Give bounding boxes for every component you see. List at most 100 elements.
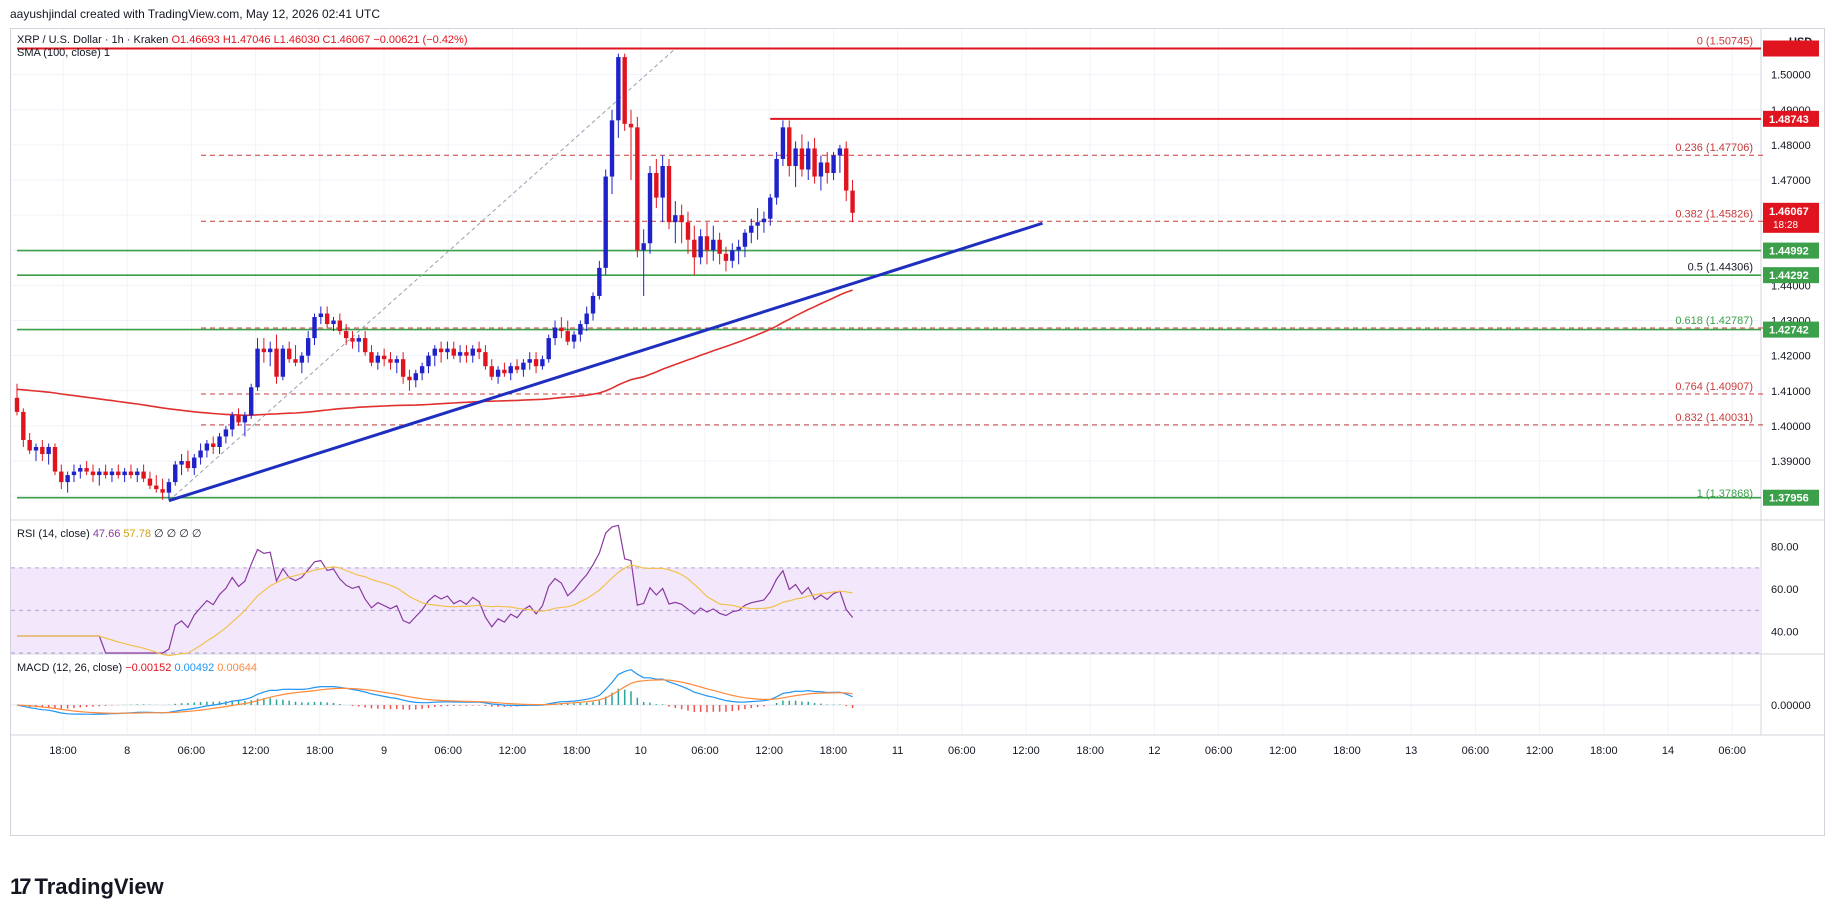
candle (337, 320, 343, 332)
fib-label: 0.236 (1.47706) (1675, 142, 1753, 154)
price-tick: 1.39000 (1771, 456, 1811, 468)
candle (812, 148, 817, 177)
candle (141, 471, 146, 479)
price-axis[interactable]: 1.500001.490001.480001.470001.440001.430… (1763, 36, 1819, 506)
candle (603, 176, 608, 268)
candle (590, 295, 596, 314)
fib-label: 0.382 (1.45826) (1675, 208, 1753, 220)
time-tick: 12 (1148, 745, 1160, 757)
candle (647, 173, 653, 244)
fib-label: 0 (1.50745) (1697, 35, 1753, 47)
candle (217, 436, 222, 447)
candle (806, 148, 811, 170)
price-tick: 1.40000 (1771, 421, 1811, 433)
sma-line (16, 289, 853, 417)
candle (641, 243, 646, 251)
fib-label: 1 (1.37868) (1697, 488, 1753, 500)
price-tick: 1.48000 (1771, 140, 1811, 152)
candle (135, 471, 140, 476)
time-tick: 18:00 (563, 745, 591, 757)
rsi-ma-line (17, 564, 853, 657)
chart-panel[interactable]: 0 (1.50745) 0.236 (1.47706) 0.382 (1.45826… (10, 28, 1825, 836)
price-badge (1763, 321, 1819, 338)
price-tick: 1.44000 (1771, 280, 1811, 292)
time-axis[interactable]: 18:00 8 06:00 12:00 18:00 9 06:00 12:00 18:00 10 0… (49, 745, 1746, 757)
candle (52, 446, 58, 472)
candle (97, 471, 102, 476)
candle (350, 338, 355, 342)
price-badge (1763, 242, 1819, 259)
candle (597, 267, 602, 296)
price-tick: 1.47000 (1771, 175, 1811, 187)
price-badge-label: 1.48743 (1769, 114, 1809, 126)
price-tick: 1.50000 (1771, 70, 1811, 82)
candle (559, 327, 564, 332)
candle (122, 471, 127, 476)
time-tick: 10 (635, 745, 647, 757)
fib-anchor-line (168, 48, 676, 502)
candle (476, 348, 482, 353)
time-tick: 06:00 (691, 745, 719, 757)
candle (14, 397, 20, 412)
candle (21, 411, 26, 440)
fib-labels: 0 (1.50745) 0.236 (1.47706) 0.382 (1.45826… (1675, 35, 1753, 499)
candle (388, 359, 393, 363)
candle (578, 324, 583, 335)
time-tick: 18:00 (306, 745, 334, 757)
time-tick: 9 (381, 745, 387, 757)
candle (375, 355, 381, 363)
candle (502, 369, 507, 374)
time-tick: 13 (1405, 745, 1417, 757)
candle (27, 439, 32, 451)
price-badge-label: 1.44992 (1769, 246, 1809, 258)
candle (470, 348, 475, 356)
time-tick: 06:00 (1462, 745, 1490, 757)
ascending-trendline (168, 221, 1043, 503)
price-badge (1763, 110, 1819, 127)
rsi-legend: RSI (14, close) 47.66 57.78 ∅ ∅ ∅ ∅ (17, 528, 202, 540)
candle (844, 148, 849, 191)
candle (825, 162, 830, 174)
time-tick: 14 (1662, 745, 1674, 757)
candle (711, 239, 716, 251)
candle (432, 348, 437, 356)
candle (818, 162, 824, 177)
candle (343, 331, 349, 339)
candle (850, 190, 855, 213)
candle (451, 348, 456, 356)
candle (736, 246, 741, 251)
candle (381, 355, 387, 360)
candle (445, 348, 450, 353)
candle (46, 446, 51, 455)
time-tick: 06:00 (1718, 745, 1746, 757)
candle (704, 236, 710, 251)
rsi-tick: 60.00 (1771, 584, 1799, 596)
candle (673, 215, 678, 223)
price-tick: 1.41000 (1771, 386, 1811, 398)
candle (679, 215, 684, 223)
fib-label: 0.618 (1.42787) (1675, 315, 1753, 327)
candle (730, 250, 735, 261)
trendline[interactable] (168, 221, 1043, 503)
candle (185, 461, 191, 469)
candle (305, 338, 311, 356)
time-tick: 12:00 (499, 745, 527, 757)
candle (173, 464, 178, 483)
candle (495, 369, 501, 377)
time-tick: 12:00 (1012, 745, 1040, 757)
macd-legend: MACD (12, 26, close) −0.00152 0.00492 0.… (17, 662, 257, 674)
candle (147, 478, 153, 486)
candle (793, 148, 798, 166)
macd-tick: 0.00000 (1771, 700, 1811, 712)
candle (831, 155, 836, 174)
fib-label: 0.5 (1.44306) (1688, 262, 1753, 274)
chart-svg[interactable]: 0 (1.50745) 0.236 (1.47706) 0.382 (1.45826… (11, 29, 1824, 835)
candle (394, 359, 399, 363)
candle (369, 352, 374, 363)
price-badge (1763, 40, 1819, 57)
time-tick: 18:00 (1333, 745, 1361, 757)
tradingview-logo-icon: 17 (10, 874, 32, 899)
brand-footer: 17 TradingView (10, 874, 164, 900)
candle (768, 197, 773, 219)
candle (312, 317, 317, 339)
